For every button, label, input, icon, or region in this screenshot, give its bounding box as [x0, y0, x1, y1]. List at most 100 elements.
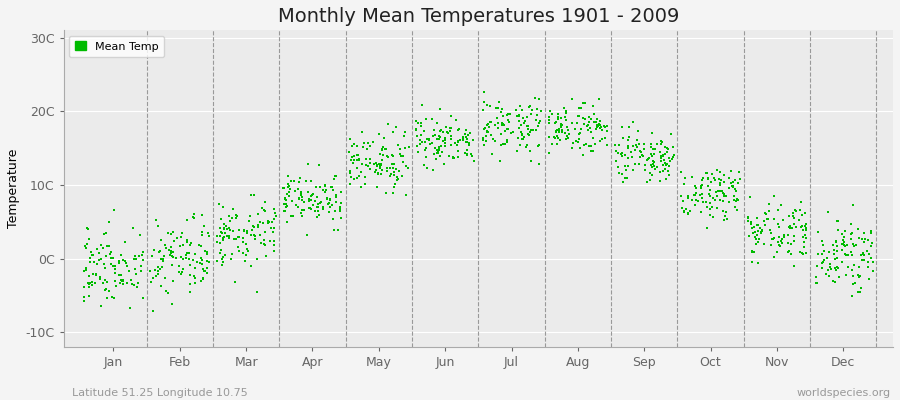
Point: [194, 257, 209, 264]
Point: [529, 112, 544, 118]
Point: [306, 191, 320, 198]
Point: [148, 217, 163, 223]
Point: [845, 292, 859, 299]
Point: [104, 261, 119, 268]
Point: [513, 142, 527, 148]
Point: [168, 254, 183, 261]
Point: [515, 131, 529, 138]
Point: [82, 236, 96, 243]
Point: [796, 244, 811, 250]
Point: [230, 213, 244, 219]
Point: [492, 99, 507, 105]
Point: [280, 203, 294, 210]
Point: [422, 141, 436, 148]
Point: [792, 216, 806, 223]
Point: [346, 157, 361, 164]
Point: [762, 227, 777, 233]
Point: [581, 119, 596, 126]
Point: [308, 208, 322, 214]
Point: [481, 129, 495, 135]
Point: [864, 243, 878, 249]
Point: [102, 243, 116, 249]
Point: [653, 154, 668, 161]
Point: [698, 170, 713, 176]
Point: [432, 147, 446, 153]
Point: [135, 257, 149, 263]
Point: [384, 161, 399, 167]
Point: [426, 133, 440, 140]
Point: [608, 158, 623, 164]
Point: [644, 151, 658, 157]
Point: [512, 113, 526, 119]
Point: [444, 125, 458, 132]
Point: [83, 259, 97, 266]
Point: [608, 142, 622, 148]
Point: [184, 280, 198, 287]
Point: [197, 268, 211, 274]
Point: [345, 154, 359, 160]
Point: [128, 266, 142, 272]
Point: [655, 139, 670, 145]
Point: [190, 259, 204, 266]
Point: [359, 156, 374, 162]
Point: [77, 298, 92, 304]
Point: [448, 117, 463, 123]
Point: [529, 106, 544, 113]
Point: [387, 169, 401, 176]
Point: [666, 154, 680, 160]
Point: [299, 178, 313, 184]
Point: [583, 129, 598, 135]
Point: [747, 224, 761, 230]
Point: [418, 154, 433, 160]
Point: [452, 126, 466, 132]
Point: [620, 175, 634, 181]
Point: [196, 275, 211, 281]
Point: [188, 274, 202, 281]
Point: [115, 278, 130, 284]
Point: [701, 183, 716, 189]
Point: [565, 96, 580, 102]
Point: [384, 171, 399, 178]
Point: [303, 196, 318, 203]
Point: [531, 143, 545, 150]
Point: [632, 161, 646, 168]
Point: [440, 129, 454, 136]
Point: [188, 251, 202, 257]
Point: [850, 289, 865, 295]
Point: [309, 198, 323, 204]
Point: [343, 170, 357, 176]
Point: [648, 146, 662, 152]
Point: [87, 259, 102, 266]
Point: [464, 130, 478, 136]
Point: [434, 142, 448, 149]
Point: [166, 254, 180, 260]
Point: [83, 259, 97, 266]
Point: [655, 152, 670, 158]
Point: [856, 250, 870, 256]
Point: [484, 151, 499, 157]
Point: [552, 125, 566, 132]
Point: [94, 256, 108, 262]
Point: [757, 241, 771, 248]
Point: [84, 248, 98, 255]
Point: [637, 162, 652, 168]
Point: [703, 193, 717, 200]
Point: [460, 136, 474, 142]
Point: [237, 228, 251, 234]
Point: [374, 170, 388, 177]
Point: [373, 163, 387, 169]
Point: [495, 120, 509, 126]
Point: [250, 289, 265, 295]
Point: [630, 137, 644, 143]
Point: [93, 276, 107, 282]
Point: [460, 151, 474, 157]
Point: [81, 280, 95, 286]
Point: [374, 156, 389, 163]
Point: [369, 166, 383, 173]
Point: [193, 242, 207, 248]
Point: [582, 143, 597, 149]
Point: [573, 144, 588, 151]
Point: [621, 143, 635, 150]
Point: [92, 257, 106, 264]
Point: [583, 116, 598, 122]
